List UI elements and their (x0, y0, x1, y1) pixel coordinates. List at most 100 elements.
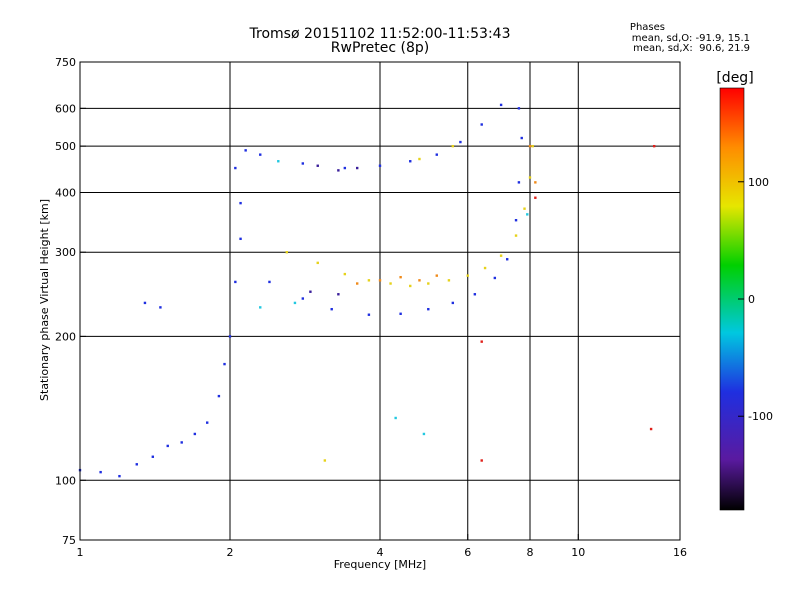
data-point (143, 301, 147, 305)
data-point (523, 207, 526, 210)
data-point (447, 279, 451, 282)
data-point (520, 136, 523, 140)
data-point (480, 459, 483, 462)
y-tick-label: 300 (55, 246, 76, 259)
data-point (118, 474, 121, 478)
data-point (378, 279, 382, 282)
data-point (301, 297, 305, 300)
data-point (355, 282, 359, 285)
data-point (228, 335, 232, 338)
x-tick-label: 4 (377, 546, 384, 559)
chart-subtitle: RwPretec (8p) (330, 40, 430, 56)
data-point (418, 157, 421, 161)
x-tick-label: 10 (571, 546, 585, 559)
data-point (493, 276, 497, 280)
data-point (399, 312, 402, 315)
data-point (337, 169, 340, 172)
colorbar-label: [deg] (716, 70, 753, 86)
data-point (135, 463, 138, 466)
chart-title: Tromsø 20151102 11:52:00-11:53:43 (249, 26, 511, 42)
stats-heading: Phases (629, 22, 665, 33)
data-point (528, 176, 532, 179)
x-tick-label: 2 (227, 546, 234, 559)
data-point (330, 307, 333, 311)
data-point (205, 421, 209, 424)
x-tick-label: 8 (527, 546, 534, 559)
data-point (355, 166, 359, 170)
colorbar-tick-label: 100 (748, 176, 769, 189)
data-point (652, 144, 656, 148)
data-point (399, 275, 402, 279)
data-point (309, 290, 312, 293)
data-point (517, 107, 521, 110)
data-point (151, 455, 155, 458)
data-point (480, 123, 483, 126)
y-axis-ticks: 75 100 200 300 400 500 600 750 (55, 56, 86, 547)
data-points (78, 103, 656, 478)
data-point (517, 181, 521, 184)
data-point (337, 293, 340, 296)
y-tick-label: 500 (55, 140, 76, 153)
data-point (367, 279, 371, 282)
x-tick-label: 16 (673, 546, 687, 559)
stats-line-o: mean, sd,O: -91.9, 15.1 (631, 33, 750, 44)
x-axis-ticks: 1 2 4 6 8 10 16 (77, 534, 687, 559)
data-point (293, 301, 297, 305)
data-point (534, 181, 537, 184)
data-point (223, 362, 226, 366)
data-point (499, 254, 503, 257)
data-point (99, 470, 102, 474)
data-point (180, 441, 183, 444)
data-point (301, 162, 305, 165)
colorbar-tick-label: 0 (748, 293, 755, 306)
data-point (466, 274, 469, 277)
data-point (268, 280, 271, 284)
data-point (323, 459, 327, 462)
data-point (259, 153, 262, 156)
data-point (367, 313, 371, 316)
x-tick-label: 6 (464, 546, 471, 559)
data-point (528, 144, 532, 148)
data-point (244, 149, 247, 152)
data-point (316, 164, 319, 167)
data-point (343, 272, 347, 276)
y-tick-label: 100 (55, 474, 76, 487)
data-point (389, 282, 392, 285)
data-point (259, 306, 262, 309)
data-point (505, 258, 509, 261)
data-point (159, 306, 162, 309)
data-point (239, 237, 242, 241)
y-tick-label: 200 (55, 330, 76, 343)
colorbar-tick-label: -100 (748, 410, 773, 423)
data-point (378, 164, 382, 167)
data-point (343, 166, 347, 170)
data-point (409, 160, 412, 163)
data-point (499, 103, 503, 107)
data-point (277, 160, 280, 163)
y-tick-label: 75 (62, 534, 76, 547)
y-tick-label: 400 (55, 186, 76, 199)
data-point (217, 394, 221, 398)
colorbar-ticks: 100 0 -100 (738, 176, 773, 423)
data-point (435, 153, 438, 156)
data-point (480, 340, 483, 343)
data-point (427, 307, 430, 311)
data-point (418, 279, 421, 282)
data-point (435, 274, 438, 277)
stats-line-x: mean, sd,X: 90.6, 21.9 (633, 43, 750, 54)
data-point (316, 261, 319, 265)
data-point (193, 432, 197, 436)
x-tick-label: 1 (77, 546, 84, 559)
data-point (234, 166, 237, 170)
data-point (514, 234, 518, 237)
data-point (451, 144, 455, 148)
data-point (473, 293, 477, 296)
data-point (483, 266, 487, 270)
data-point (514, 219, 518, 222)
data-point (459, 140, 462, 144)
data-point (166, 444, 169, 448)
grid-lines (80, 62, 680, 540)
data-point (422, 432, 426, 436)
data-point (526, 213, 529, 216)
